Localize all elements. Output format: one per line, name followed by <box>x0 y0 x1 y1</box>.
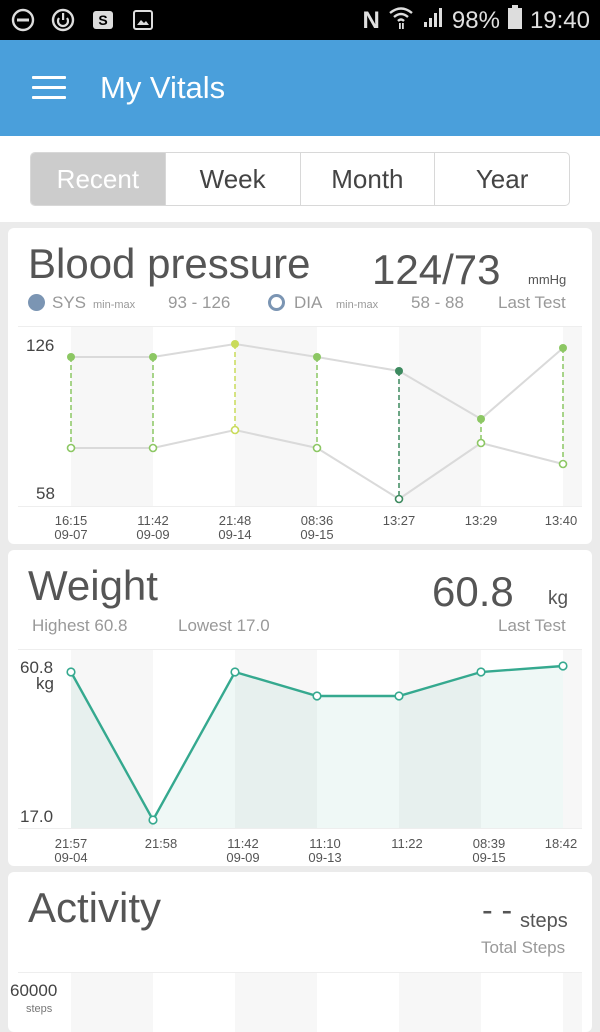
tab-year[interactable]: Year <box>434 153 569 205</box>
bp-title: Blood pressure <box>28 240 311 287</box>
activity-value: - - <box>482 892 513 928</box>
bp-unit: mmHg <box>528 272 567 287</box>
svg-text:18:42: 18:42 <box>545 836 578 851</box>
bp-last-test-label: Last Test <box>498 293 566 312</box>
svg-text:09-15: 09-15 <box>472 850 505 865</box>
svg-text:09-14: 09-14 <box>218 527 251 542</box>
tab-week[interactable]: Week <box>164 153 300 205</box>
activity-y-unit: steps <box>26 1003 53 1015</box>
signal-icon <box>422 6 444 35</box>
wifi-icon <box>388 5 414 36</box>
activity-y-max: 60000 <box>10 981 57 1000</box>
svg-text:09-15: 09-15 <box>300 527 333 542</box>
svg-text:21:48: 21:48 <box>219 513 252 528</box>
svg-text:09-04: 09-04 <box>54 850 87 865</box>
activity-card[interactable]: Activity - - steps Total Steps 60000 ste… <box>8 872 592 1032</box>
weight-y-min: 17.0 <box>20 807 53 826</box>
svg-text:09-07: 09-07 <box>54 527 87 542</box>
gallery-icon <box>130 7 156 33</box>
svg-text:08:36: 08:36 <box>301 513 334 528</box>
dia-minmax-label: min-max <box>336 299 379 311</box>
weight-highest: Highest 60.8 <box>32 616 128 635</box>
svg-text:09-09: 09-09 <box>226 850 259 865</box>
svg-text:21:57: 21:57 <box>55 836 88 851</box>
activity-title: Activity <box>28 884 162 931</box>
weight-y-unit: kg <box>36 674 54 693</box>
sync-icon <box>50 7 76 33</box>
hamburger-menu-icon[interactable] <box>32 76 68 100</box>
svg-text:S: S <box>98 12 107 28</box>
weight-value: 60.8 <box>432 568 514 615</box>
activity-chart: 60000 steps <box>10 972 582 1032</box>
svg-text:21:58: 21:58 <box>145 836 178 851</box>
svg-text:16:15: 16:15 <box>55 513 88 528</box>
sys-range: 93 - 126 <box>168 293 231 312</box>
nfc-icon: N <box>362 6 380 34</box>
svg-text:11:10: 11:10 <box>309 836 341 851</box>
svg-text:11:42: 11:42 <box>137 513 169 528</box>
weight-points <box>66 661 568 825</box>
activity-unit: steps <box>520 910 568 932</box>
weight-title: Weight <box>28 562 158 609</box>
sys-legend-dot-icon <box>28 294 45 311</box>
sys-minmax-label: min-max <box>93 299 136 311</box>
bp-y-max: 126 <box>26 336 54 355</box>
activity-total-label: Total Steps <box>481 938 566 957</box>
svg-text:09-09: 09-09 <box>136 527 169 542</box>
blood-pressure-card[interactable]: Blood pressure 124/73 mmHg SYS min-max 9… <box>8 228 592 544</box>
bp-dia-points <box>66 425 568 504</box>
period-selector: Recent Week Month Year <box>30 152 570 206</box>
battery-icon <box>507 5 522 36</box>
period-selector-container: Recent Week Month Year <box>0 136 600 222</box>
weight-unit: kg <box>548 588 569 609</box>
sys-label: SYS <box>52 293 87 312</box>
svg-text:13:27: 13:27 <box>383 513 416 528</box>
svg-text:13:40: 13:40 <box>545 513 578 528</box>
dia-legend-ring-icon <box>268 294 285 311</box>
svg-text:09-13: 09-13 <box>308 850 341 865</box>
status-bar: S N 98% 19:40 <box>0 0 600 40</box>
weight-card[interactable]: Weight 60.8 kg Highest 60.8 Lowest 17.0 … <box>8 550 592 866</box>
samsung-pay-icon: S <box>90 7 116 33</box>
app-bar: My Vitals <box>0 40 600 136</box>
svg-text:13:29: 13:29 <box>465 513 498 528</box>
bp-value: 124/73 <box>372 246 501 293</box>
bp-y-min: 58 <box>36 484 55 503</box>
app-title: My Vitals <box>100 70 226 105</box>
dia-label: DIA <box>294 293 323 312</box>
svg-text:11:42: 11:42 <box>227 836 259 851</box>
dia-range: 58 - 88 <box>411 293 464 312</box>
weight-last-test-label: Last Test <box>498 616 566 635</box>
svg-text:08:39: 08:39 <box>473 836 506 851</box>
tab-month[interactable]: Month <box>299 153 435 205</box>
tab-recent[interactable]: Recent <box>31 153 165 205</box>
weight-y-max: 60.8 <box>20 658 53 677</box>
battery-percent: 98% <box>451 6 500 34</box>
clock: 19:40 <box>529 6 590 34</box>
weight-lowest: Lowest 17.0 <box>178 616 270 635</box>
do-not-disturb-icon <box>10 7 36 33</box>
bp-sys-points <box>67 340 567 423</box>
svg-text:11:22: 11:22 <box>391 836 423 851</box>
